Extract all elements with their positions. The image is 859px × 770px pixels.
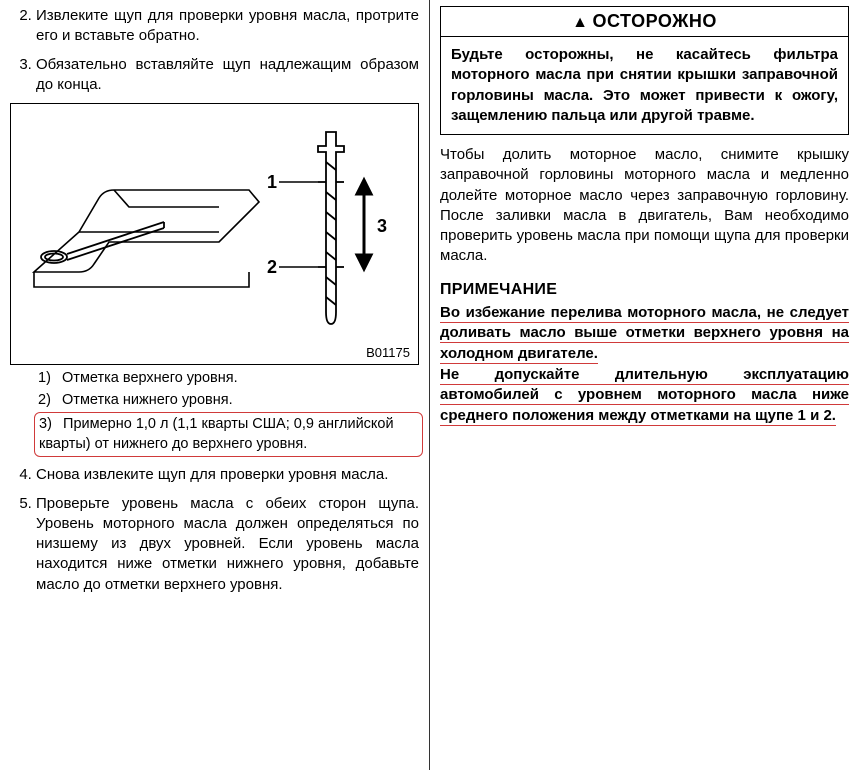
legend-num-1: 1) <box>38 369 58 389</box>
figure-label-2: 2 <box>267 257 277 277</box>
figure-box: 1 2 3 B01175 <box>10 103 419 365</box>
legend-num-2: 2) <box>38 391 58 411</box>
right-column: ▲ОСТОРОЖНО Будьте осторожны, не касайтес… <box>430 0 859 770</box>
figure-legend: 1) Отметка верхнего уровня. 2) Отметка н… <box>10 369 419 457</box>
note-line-1: Во избежание перелива моторного масла, н… <box>440 304 849 364</box>
caution-body: Будьте осторожны, не касайтесь фильтра м… <box>441 37 848 134</box>
caution-title-text: ОСТОРОЖНО <box>592 11 716 31</box>
note-section: ПРИМЕЧАНИЕ Во избежание перелива моторно… <box>440 281 849 427</box>
refill-paragraph: Чтобы долить моторное масло, снимите кры… <box>440 145 849 267</box>
legend-text-3: Примерно 1,0 л (1,1 кварты США; 0,9 англ… <box>39 416 394 452</box>
figure-label-3: 3 <box>377 216 387 236</box>
dipstick-diagram: 1 2 3 <box>19 112 409 342</box>
legend-item-1: 1) Отметка верхнего уровня. <box>38 369 419 389</box>
left-column: Извлеките щуп для проверки уровня масла,… <box>0 0 430 770</box>
figure-label-1: 1 <box>267 172 277 192</box>
legend-num-3: 3) <box>39 415 59 435</box>
steps-list-lower: Снова извлеките щуп для проверки уровня … <box>10 465 419 595</box>
caution-heading: ▲ОСТОРОЖНО <box>441 7 848 37</box>
legend-text-2: Отметка нижнего уровня. <box>62 392 233 408</box>
step-3: Обязательно вставляйте щуп надлежащим об… <box>36 55 419 96</box>
note-body: Во избежание перелива моторного масла, н… <box>440 303 849 427</box>
note-line-2: Не допускайте длительную эксплуатацию ав… <box>440 366 849 426</box>
step-4: Снова извлеките щуп для проверки уровня … <box>36 465 419 485</box>
legend-highlight: 3) Примерно 1,0 л (1,1 кварты США; 0,9 а… <box>34 412 423 457</box>
legend-item-2: 2) Отметка нижнего уровня. <box>38 391 419 411</box>
step-2: Извлеките щуп для проверки уровня масла,… <box>36 6 419 47</box>
legend-item-3: 3) Примерно 1,0 л (1,1 кварты США; 0,9 а… <box>38 412 419 457</box>
note-heading: ПРИМЕЧАНИЕ <box>440 281 849 299</box>
manual-page: Извлеките щуп для проверки уровня масла,… <box>0 0 859 770</box>
step-5: Проверьте уровень масла с обеих сторон щ… <box>36 494 419 595</box>
warning-icon: ▲ <box>572 14 588 31</box>
steps-list-upper: Извлеките щуп для проверки уровня масла,… <box>10 6 419 95</box>
figure-id: B01175 <box>366 345 410 360</box>
caution-box: ▲ОСТОРОЖНО Будьте осторожны, не касайтес… <box>440 6 849 135</box>
legend-text-1: Отметка верхнего уровня. <box>62 370 238 386</box>
